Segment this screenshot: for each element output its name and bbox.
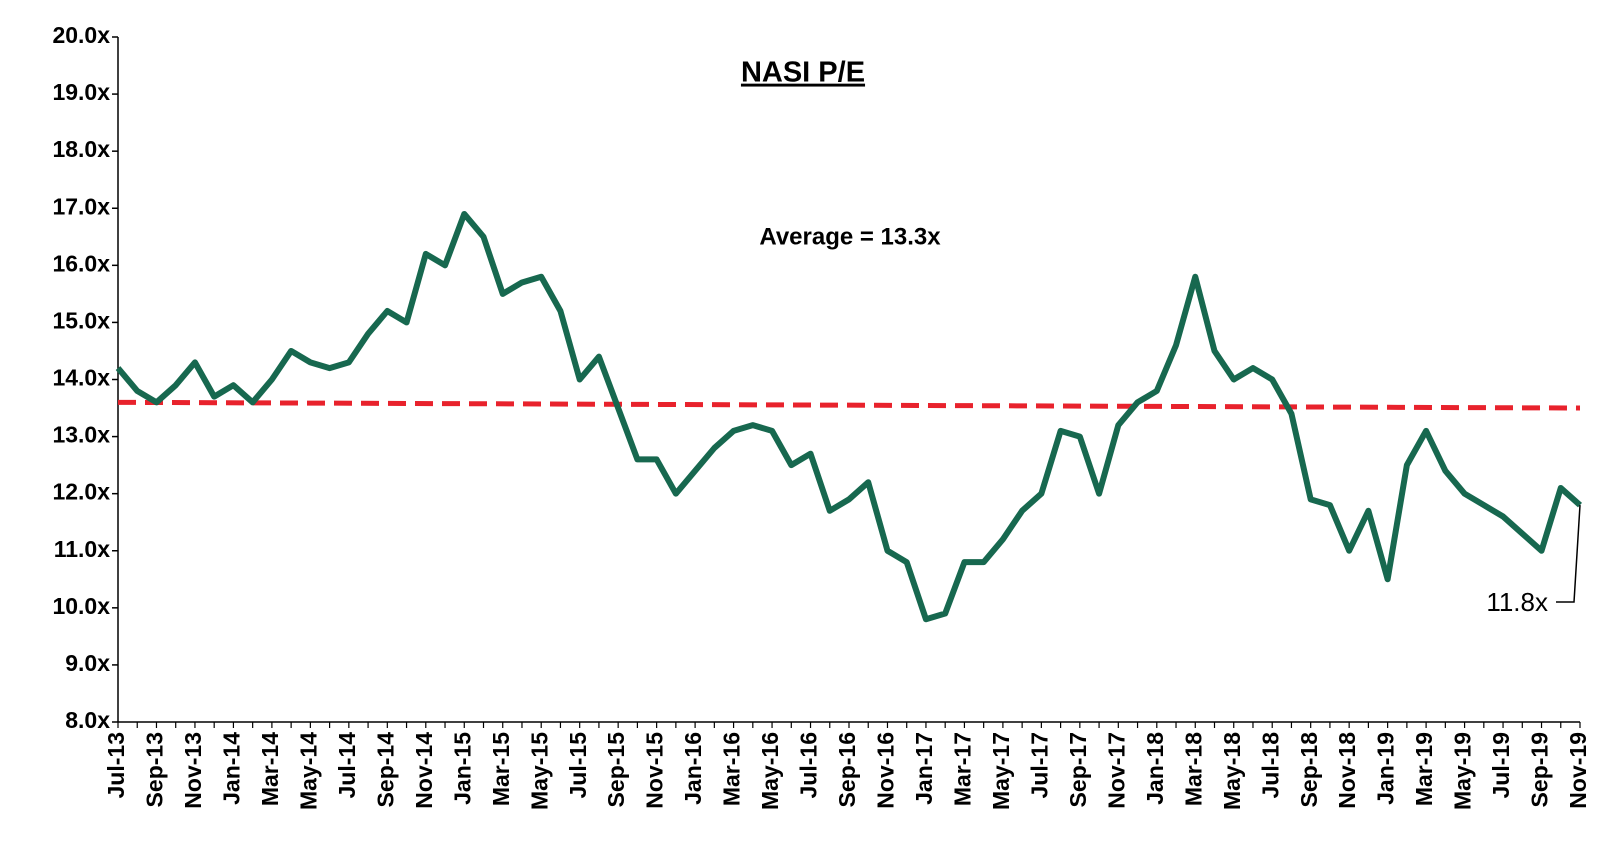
end-label: 11.8x — [1486, 587, 1548, 617]
end-label-leader — [1556, 505, 1581, 603]
y-tick-label: 14.0x — [52, 365, 110, 391]
x-tick-label: Mar-16 — [719, 732, 745, 806]
x-tick-label: Nov-14 — [411, 732, 437, 809]
y-tick-label: 20.0x — [52, 22, 110, 48]
y-tick-label: 16.0x — [52, 250, 110, 276]
x-tick-label: Nov-17 — [1103, 732, 1129, 809]
x-tick-label: Nov-18 — [1334, 732, 1360, 809]
x-tick-label: May-15 — [526, 732, 552, 810]
y-tick-label: 11.0x — [54, 536, 110, 562]
x-tick-label: Jan-17 — [911, 732, 937, 805]
x-tick-label: Jul-18 — [1257, 732, 1283, 799]
x-tick-label: May-16 — [757, 732, 783, 810]
x-tick-label: Sep-16 — [834, 732, 860, 807]
x-tick-label: Sep-18 — [1296, 732, 1322, 808]
x-tick-label: Mar-19 — [1411, 732, 1437, 806]
x-tick-label: Sep-15 — [603, 732, 629, 808]
y-tick-label: 12.0x — [52, 479, 110, 505]
x-tick-label: Jan-14 — [218, 732, 244, 805]
x-tick-label: May-19 — [1450, 732, 1476, 810]
series-line — [115, 210, 1582, 623]
x-tick-label: Jul-14 — [334, 732, 360, 799]
x-tick-label: Jul-15 — [565, 732, 591, 799]
x-tick-label: Jul-13 — [103, 732, 129, 798]
x-tick-label: Mar-17 — [949, 732, 975, 806]
x-tick-label: Nov-15 — [642, 732, 668, 809]
x-tick-label: Jan-19 — [1373, 732, 1399, 805]
x-tick-label: Sep-13 — [142, 732, 168, 807]
x-tick-label: May-18 — [1219, 732, 1245, 810]
x-tick-label: Jul-17 — [1026, 732, 1052, 798]
y-tick-label: 17.0x — [52, 193, 110, 219]
x-tick-label: Jan-16 — [680, 732, 706, 805]
x-tick-label: Mar-14 — [257, 732, 283, 806]
x-tick-label: Jul-16 — [796, 732, 822, 798]
y-tick-label: 13.0x — [52, 422, 110, 448]
average-line — [117, 399, 1581, 411]
x-tick-label: Nov-19 — [1565, 732, 1591, 809]
x-tick-label: Mar-15 — [488, 732, 514, 806]
chart-title: NASI P/E — [741, 57, 865, 89]
x-tick-label: Jan-18 — [1142, 732, 1168, 805]
y-tick-label: 18.0x — [52, 136, 110, 162]
x-tick-label: Sep-17 — [1065, 732, 1091, 807]
x-tick-label: Sep-19 — [1527, 732, 1553, 807]
x-tick-label: Jul-19 — [1488, 732, 1514, 798]
average-label: Average = 13.3x — [759, 223, 941, 250]
y-tick-label: 19.0x — [52, 79, 110, 105]
x-tick-label: Nov-13 — [180, 732, 206, 809]
x-tick-label: Mar-18 — [1180, 732, 1206, 806]
y-tick-label: 9.0x — [65, 650, 110, 676]
y-tick-label: 8.0x — [65, 707, 110, 733]
x-tick-label: May-17 — [988, 732, 1014, 810]
x-tick-label: Sep-14 — [372, 732, 398, 808]
x-tick-label: Jan-15 — [449, 732, 475, 805]
y-tick-label: 15.0x — [52, 307, 110, 333]
x-tick-label: May-14 — [295, 732, 321, 810]
x-tick-label: Nov-16 — [873, 732, 899, 809]
y-tick-label: 10.0x — [52, 593, 110, 619]
